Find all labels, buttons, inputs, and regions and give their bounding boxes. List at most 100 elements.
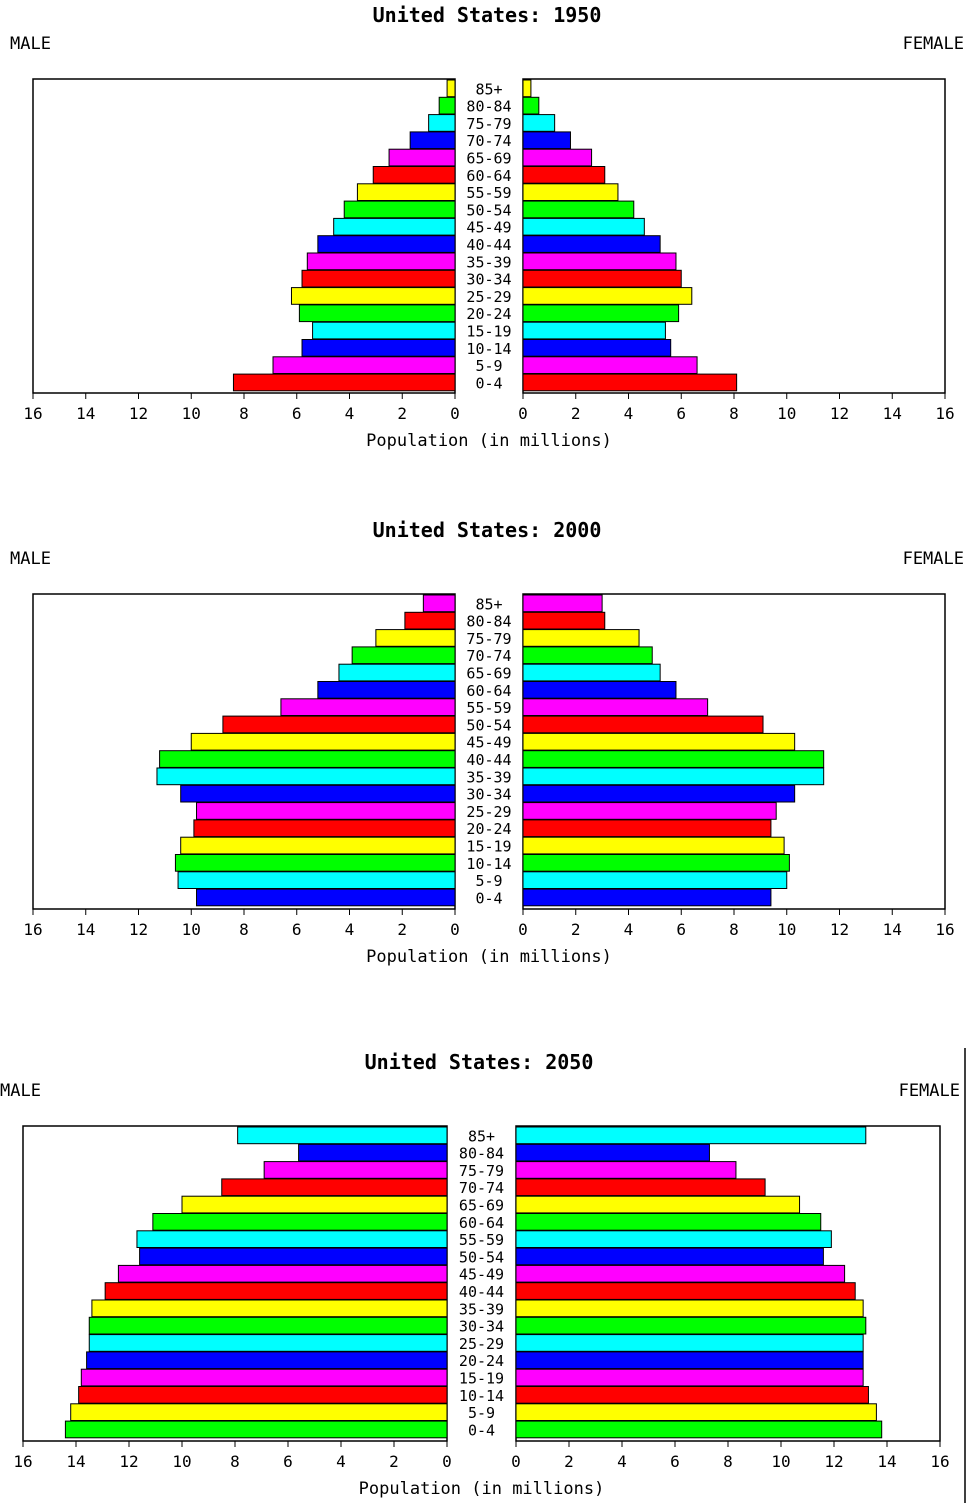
chart-1950-male-bar — [301, 339, 456, 357]
chart-1950-female-bar — [522, 200, 635, 219]
chart-1950-male-bar — [388, 148, 456, 167]
chart-1950-female-bar — [522, 321, 666, 340]
chart-2000-male-tick-label: 2 — [397, 920, 407, 939]
chart-1950-female-bar — [522, 79, 532, 98]
chart-1950-male-tick-label: 12 — [129, 404, 148, 423]
chart-1950-male-bar — [333, 217, 456, 236]
chart-2000-female-tick-label: 4 — [624, 920, 634, 939]
chart-2050-male-bar — [104, 1282, 448, 1300]
chart-1950-male-bar — [301, 269, 456, 288]
chart-2050-female-tick-label: 4 — [617, 1452, 627, 1471]
chart-2050-female-tick-label: 6 — [670, 1452, 680, 1471]
chart-1950-male-bar — [317, 235, 456, 253]
chart-2050-female-bar — [515, 1420, 883, 1439]
chart-2000-male-tick-label: 12 — [129, 920, 148, 939]
chart-2000-female-bar — [522, 732, 796, 751]
chart-2000-female-bar — [522, 854, 790, 872]
chart-2000-female-bar — [522, 750, 825, 768]
chart-1950-female-bar — [522, 269, 682, 288]
chart-2050-age-label: 50-54 — [459, 1248, 504, 1266]
chart-1950-age-label: 60-64 — [466, 167, 511, 185]
chart-2000-male-tick-label: 0 — [450, 920, 460, 939]
chart-1950-female-tick-label: 16 — [935, 404, 954, 423]
chart-2000-male-bar — [317, 681, 456, 699]
chart-1950-age-label: 80-84 — [466, 98, 511, 116]
chart-1950-male-tick-label: 6 — [292, 404, 302, 423]
chart-2050-male-tick-label: 14 — [66, 1452, 85, 1471]
chart-2000-male-bar — [180, 784, 456, 803]
chart-1950-female-tick-label: 6 — [676, 404, 686, 423]
chart-2000-female-bar — [522, 646, 653, 665]
chart-1950-male-bar — [446, 79, 456, 98]
chart-2050-age-label: 85+ — [468, 1127, 495, 1145]
chart-1950-male-bar — [232, 373, 456, 392]
chart-1950-age-label: 25-29 — [466, 288, 511, 306]
chart-2000-female-tick-label: 12 — [830, 920, 849, 939]
chart-2000-age-label: 85+ — [475, 595, 502, 613]
chart-2050-female-bar — [515, 1282, 856, 1300]
chart-2050-male-tick-label: 8 — [230, 1452, 240, 1471]
chart-2000-age-label: 5-9 — [475, 872, 502, 890]
chart-2050-age-label: 60-64 — [459, 1214, 504, 1232]
chart-2000-female-bar — [522, 715, 764, 734]
chart-2050-female-tick-label: 2 — [564, 1452, 574, 1471]
chart-2000-male-bar — [156, 767, 456, 786]
chart-2050-female-bar — [515, 1264, 846, 1283]
chart-2050-xlabel: Population (in millions) — [359, 1479, 605, 1499]
chart-2000-male-label: MALE — [10, 549, 51, 569]
chart-2050-male-bar — [298, 1143, 448, 1162]
chart-1950-male-tick-label: 14 — [76, 404, 95, 423]
chart-2050-female-bar — [515, 1403, 877, 1422]
chart-1950-male-bar — [312, 321, 456, 340]
chart-1950-female-bar — [522, 235, 661, 253]
chart-1950-age-label: 30-34 — [466, 271, 511, 289]
chart-2050-female-bar — [515, 1386, 869, 1404]
chart-2050-female-tick-label: 10 — [771, 1452, 790, 1471]
chart-1950-male-tick-label: 0 — [450, 404, 460, 423]
chart-2000-age-label: 55-59 — [466, 699, 511, 717]
chart-2000-male-bar — [422, 594, 456, 613]
chart-2050-male-tick-label: 12 — [119, 1452, 138, 1471]
chart-2050-male-bar — [117, 1264, 448, 1283]
chart-2050-male-tick-label: 2 — [389, 1452, 399, 1471]
chart-2000-female-tick-label: 16 — [935, 920, 954, 939]
chart-2050-female-tick-label: 12 — [824, 1452, 843, 1471]
chart-2050-female-bar — [515, 1195, 801, 1214]
chart-2000-age-label: 40-44 — [466, 751, 511, 769]
chart-2050-age-label: 70-74 — [459, 1179, 504, 1197]
chart-2000-title: United States: 2000 — [373, 518, 602, 542]
chart-2050-male-bar — [91, 1299, 448, 1318]
chart-2000-male-bar — [174, 854, 456, 872]
chart-1950-male-bar — [298, 304, 456, 323]
chart-2000-female-bar — [522, 594, 603, 613]
chart-1950-female-tick-label: 14 — [883, 404, 902, 423]
chart-2000-female-tick-label: 2 — [571, 920, 581, 939]
chart-1950-female-tick-label: 2 — [571, 404, 581, 423]
chart-2000-male-bar — [375, 629, 456, 647]
chart-1950-female-bar — [522, 339, 672, 357]
chart-2050-age-label: 15-19 — [459, 1370, 504, 1388]
chart-2050-male-bar — [70, 1403, 448, 1422]
chart-2000-male-bar — [196, 802, 456, 820]
chart-1950-age-label: 5-9 — [475, 357, 502, 375]
chart-2050-female-label: FEMALE — [899, 1081, 960, 1101]
chart-2000-female-tick-label: 10 — [777, 920, 796, 939]
chart-2050-age-label: 20-24 — [459, 1352, 504, 1370]
chart-1950-male-bar — [290, 287, 456, 305]
chart-2000-female-tick-label: 0 — [518, 920, 528, 939]
chart-1950-male-tick-label: 16 — [23, 404, 42, 423]
chart-1950-male-label: MALE — [10, 34, 51, 54]
chart-2000-xlabel: Population (in millions) — [366, 947, 612, 967]
chart-1950-female-bar — [522, 287, 693, 305]
chart-2000-male-bar — [193, 819, 456, 838]
chart-2000-age-label: 25-29 — [466, 803, 511, 821]
chart-2000-age-label: 20-24 — [466, 820, 511, 838]
chart-1950-female-bar — [522, 166, 606, 184]
chart-2000-age-label: 80-84 — [466, 613, 511, 631]
chart-2000-female-tick-label: 14 — [883, 920, 902, 939]
chart-1950-age-label: 0-4 — [475, 374, 502, 392]
chart-1950-female-bar — [522, 217, 645, 236]
chart-2000-female-bar — [522, 698, 709, 716]
chart-2000-age-label: 30-34 — [466, 786, 511, 804]
chart-2000-male-bar — [180, 836, 456, 855]
